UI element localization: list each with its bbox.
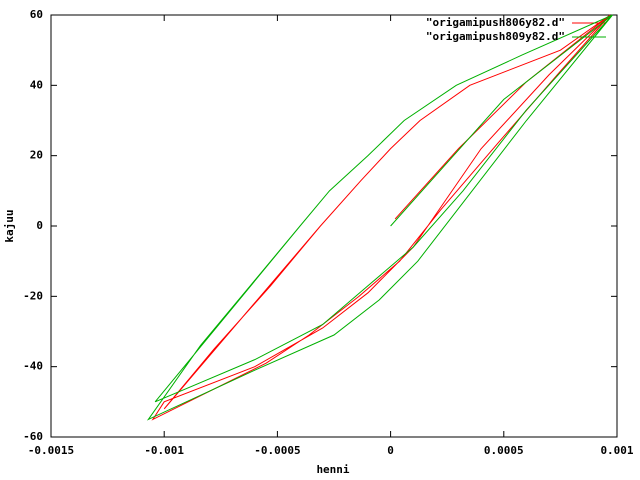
x-tick-label: -0.0005 xyxy=(254,444,300,457)
x-tick-label: -0.0015 xyxy=(28,444,74,457)
y-tick-label: -20 xyxy=(23,289,43,302)
y-tick-label: 60 xyxy=(30,8,43,21)
x-tick-label: 0.0005 xyxy=(484,444,524,457)
x-tick-label: -0.001 xyxy=(144,444,184,457)
y-axis-label: kajuu xyxy=(3,209,16,242)
y-tick-label: -40 xyxy=(23,360,43,373)
legend-label: "origamipush809y82.d" xyxy=(426,30,565,43)
y-tick-label: 40 xyxy=(30,78,43,91)
y-tick-label: 0 xyxy=(36,219,43,232)
x-tick-label: 0 xyxy=(387,444,394,457)
x-axis-label: henni xyxy=(316,463,349,476)
legend-label: "origamipush806y82.d" xyxy=(426,16,565,29)
series-line xyxy=(151,14,611,421)
y-tick-label: 20 xyxy=(30,149,43,162)
x-tick-label: 0.001 xyxy=(600,444,633,457)
plot-border xyxy=(50,14,618,438)
series-line xyxy=(146,14,613,421)
y-tick-label: -60 xyxy=(23,430,43,443)
